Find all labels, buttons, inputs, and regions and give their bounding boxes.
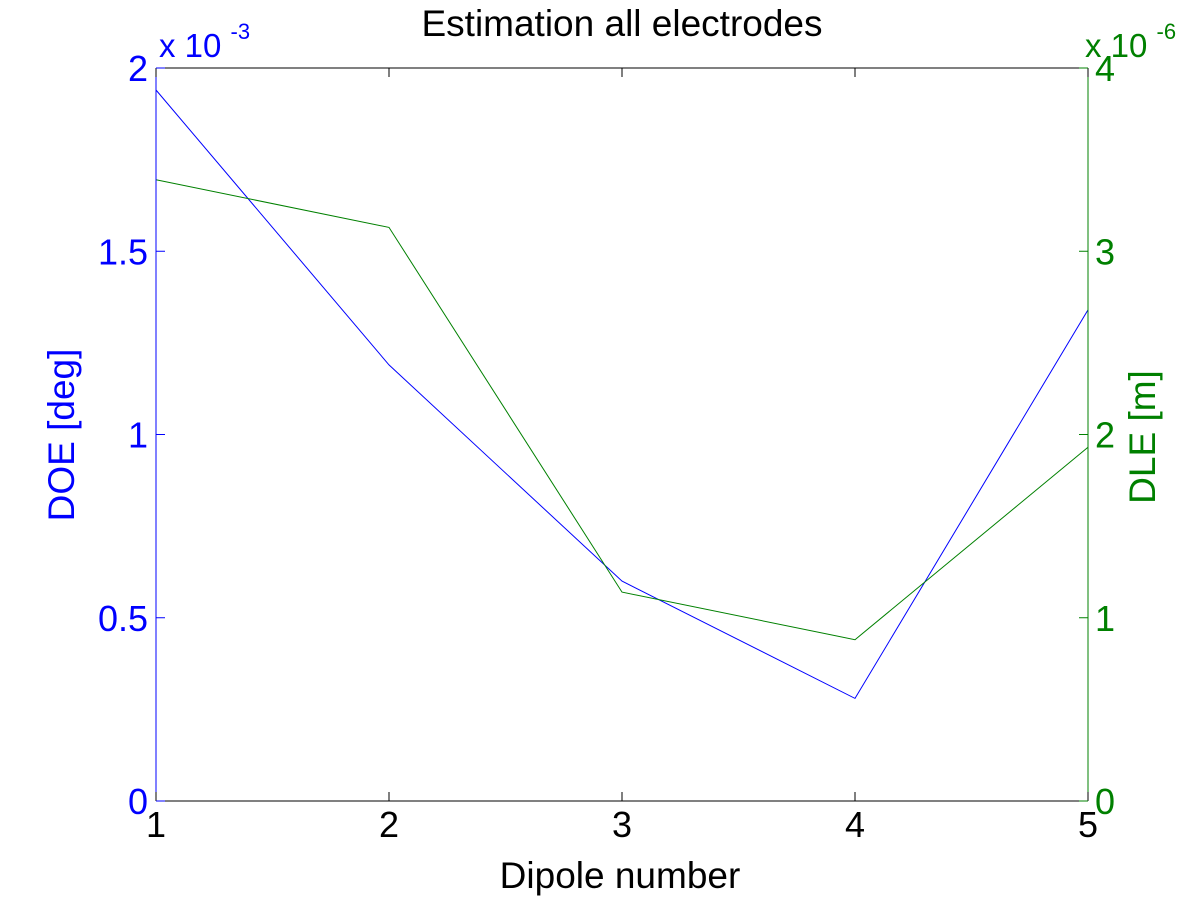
x-tick-label: 3 [612,804,632,845]
x-tick-label: 4 [845,804,865,845]
doe-series-line [155,89,1089,700]
x-tick-label: 1 [146,804,166,845]
right-multiplier-base: x 10 [1085,27,1147,64]
left-y-tick-label: 1 [128,415,148,456]
left-y-tick-label: 2 [128,48,148,89]
x-axis-title: Dipole number [500,855,741,896]
left-multiplier-base: x 10 [159,27,221,64]
x-tick-label: 5 [1078,804,1098,845]
dle-series-line [155,179,1089,641]
right-multiplier-exponent: -6 [1157,19,1177,44]
left-multiplier-exponent: -3 [231,19,251,44]
right-y-tick-label: 3 [1095,231,1115,272]
x-tick-label: 2 [379,804,399,845]
right-y-tick-label: 1 [1095,598,1115,639]
plot-area [156,68,1088,801]
right-y-axis-title: DLE [m] [1122,370,1163,504]
right-y-tick-label: 4 [1095,48,1115,89]
right-y-tick-label: 2 [1095,415,1115,456]
right-y-tick-label: 0 [1095,781,1115,822]
chart-title: Estimation all electrodes [421,3,822,44]
left-y-axis-title: DOE [deg] [41,349,82,522]
right-axis-multiplier: x 10 -6 [1085,19,1176,64]
left-axis-multiplier: x 10 -3 [159,19,250,64]
plot-lines [155,89,1089,700]
left-y-tick-label: 0.5 [98,598,148,639]
left-y-tick-label: 0 [128,781,148,822]
left-y-tick-label: 1.5 [98,231,148,272]
